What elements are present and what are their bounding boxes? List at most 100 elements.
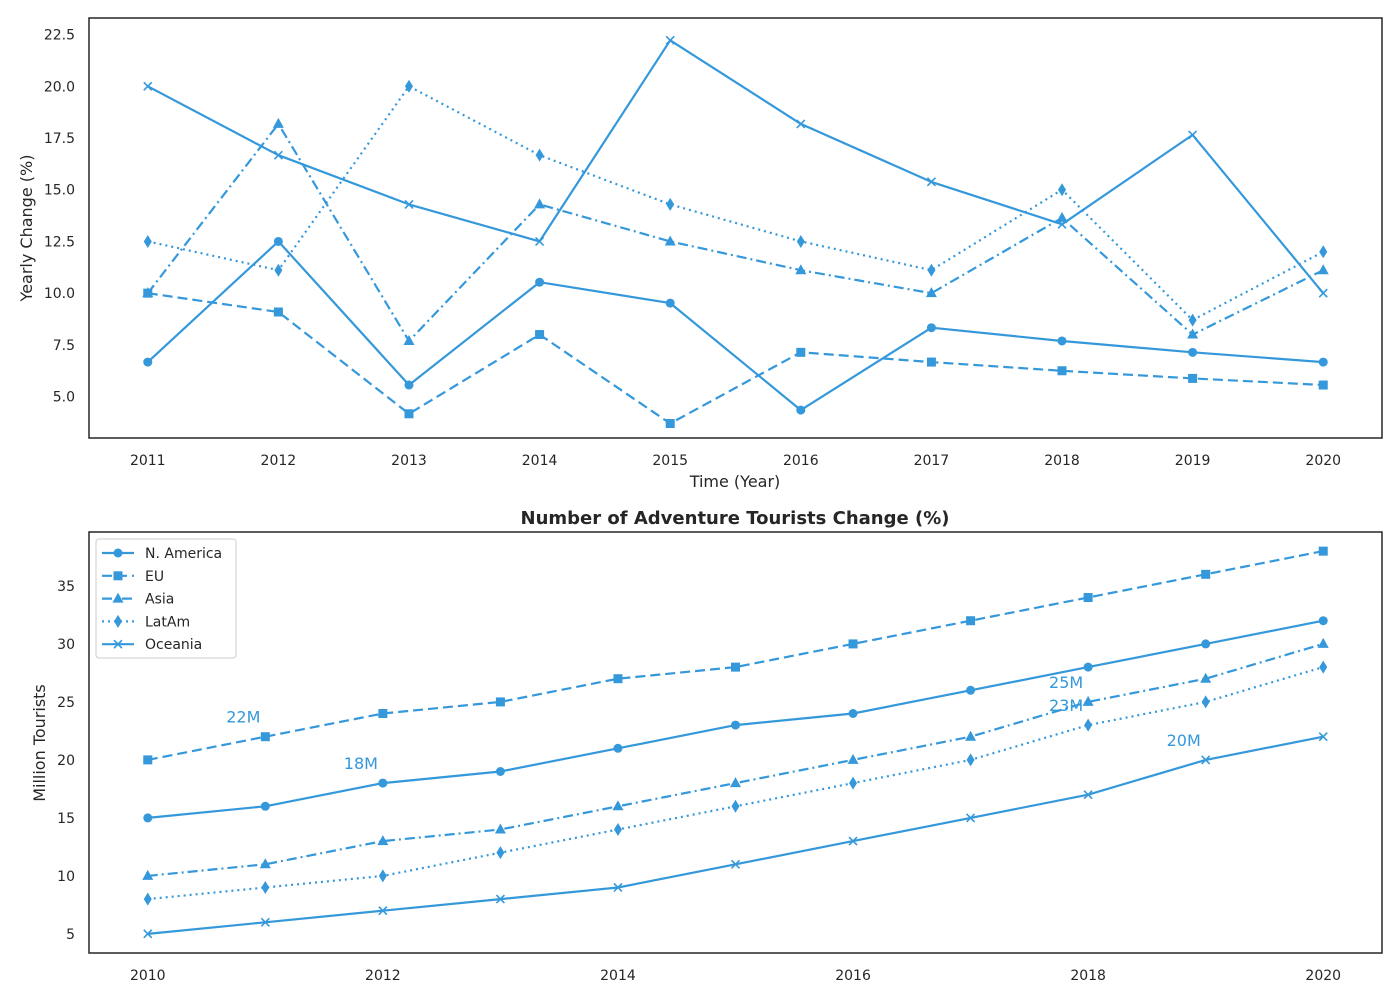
bottom-point-oceania xyxy=(730,859,741,869)
top-point-latam xyxy=(796,234,805,248)
bottom-point-eu xyxy=(1083,593,1093,603)
top-point-na xyxy=(535,277,545,287)
legend-marker-latam xyxy=(114,614,122,628)
bottom-point-na xyxy=(613,743,623,753)
top-point-latam xyxy=(274,263,283,277)
legend-marker-oceania xyxy=(113,639,123,649)
legend-label-asia: Asia xyxy=(145,592,174,608)
top-x-tick-label: 2017 xyxy=(914,453,950,469)
legend-label-latam: LatAm xyxy=(145,614,190,630)
bottom-point-eu xyxy=(731,662,740,672)
top-point-asia xyxy=(795,264,807,275)
bottom-point-na xyxy=(1083,662,1093,672)
top-point-oceania xyxy=(1318,288,1328,298)
top-point-na xyxy=(1188,347,1198,357)
bottom-x-tick-label: 2014 xyxy=(600,968,636,984)
legend-item-asia: Asia xyxy=(102,592,174,608)
top-point-oceania xyxy=(796,119,806,129)
bottom-point-asia xyxy=(965,730,977,741)
bottom-chart-title: Number of Adventure Tourists Change (%) xyxy=(521,508,950,529)
bottom-series-na xyxy=(143,616,1328,823)
bottom-x-tick-label: 2020 xyxy=(1305,968,1341,984)
bottom-point-latam xyxy=(966,753,975,767)
bottom-series-oceania xyxy=(143,732,1328,939)
top-point-na xyxy=(273,236,283,246)
top-x-tick-label: 2020 xyxy=(1305,453,1341,469)
legend: N. America EU Asia LatAm Oceania xyxy=(95,538,237,659)
top-y-tick-label: 7.5 xyxy=(53,338,75,354)
bottom-x-tick-label: 2010 xyxy=(130,968,166,984)
bottom-y-tick-label: 15 xyxy=(57,811,75,827)
top-point-asia xyxy=(272,117,284,128)
top-point-eu xyxy=(1188,373,1198,383)
bottom-annotation-label: 23M xyxy=(1049,696,1083,715)
top-point-asia xyxy=(1317,264,1329,275)
bottom-point-na xyxy=(260,801,270,811)
legend-marker-asia xyxy=(112,592,124,603)
top-point-asia xyxy=(925,287,937,298)
bottom-y-tick-label: 35 xyxy=(57,579,75,595)
top-series-line-eu xyxy=(147,292,1324,425)
top-x-tick-label: 2018 xyxy=(1044,453,1080,469)
bottom-y-tick-label: 25 xyxy=(57,695,75,711)
top-y-tick-label: 5.0 xyxy=(53,390,75,406)
top-point-asia xyxy=(403,334,415,345)
bottom-point-latam xyxy=(496,846,505,860)
bottom-series-asia xyxy=(142,637,1329,880)
bottom-series-latam xyxy=(143,660,1328,906)
bottom-y-tick-label: 5 xyxy=(66,927,75,943)
panel-yearly-change: 2011 2012 2013 2014 2015 2016 2017 2018 2019 2020… xyxy=(17,17,1383,491)
top-x-ticks: 2011 2012 2013 2014 2015 2016 2017 2018 2019 2020 xyxy=(130,453,1341,469)
top-point-oceania xyxy=(1057,219,1067,229)
top-y-axis-label: Yearly Change (%) xyxy=(17,155,36,303)
bottom-point-latam xyxy=(731,799,740,813)
top-point-na xyxy=(796,405,806,415)
bottom-annotation-label: 25M xyxy=(1049,673,1083,692)
top-y-tick-label: 15.0 xyxy=(44,183,75,199)
top-y-tick-label: 10.0 xyxy=(44,286,75,302)
top-x-tick-label: 2014 xyxy=(522,453,558,469)
top-point-asia xyxy=(142,287,154,298)
top-point-latam xyxy=(927,263,936,277)
bottom-y-tick-label: 10 xyxy=(57,869,75,885)
bottom-point-na xyxy=(1318,616,1328,626)
top-point-na xyxy=(143,357,153,367)
legend-label-oceania: Oceania xyxy=(145,637,202,653)
top-point-oceania xyxy=(1188,130,1198,140)
top-series-group xyxy=(142,35,1329,429)
top-series-na xyxy=(143,236,1328,415)
top-point-na xyxy=(1318,357,1328,367)
bottom-point-asia xyxy=(142,869,154,880)
bottom-point-na xyxy=(495,766,505,776)
bottom-point-na xyxy=(966,685,976,695)
top-x-tick-label: 2016 xyxy=(783,453,819,469)
top-point-na xyxy=(404,380,414,390)
bottom-point-na xyxy=(848,709,858,719)
bottom-y-axis-label: Million Tourists xyxy=(30,684,49,802)
top-point-eu xyxy=(1057,366,1067,376)
bottom-point-eu xyxy=(143,755,153,765)
bottom-annotation-label: 18M xyxy=(344,754,378,773)
bottom-point-eu xyxy=(260,732,270,742)
top-x-tick-label: 2019 xyxy=(1175,453,1211,469)
bottom-point-oceania xyxy=(848,836,858,846)
legend-label-eu: EU xyxy=(145,569,164,585)
bottom-point-asia xyxy=(377,835,389,846)
top-point-eu xyxy=(535,330,545,340)
bottom-y-tick-label: 20 xyxy=(57,753,75,769)
top-point-oceania xyxy=(535,236,545,247)
top-point-eu xyxy=(926,357,936,367)
bottom-point-oceania xyxy=(378,906,388,916)
bottom-series-eu xyxy=(143,546,1328,765)
top-point-latam xyxy=(1058,183,1067,197)
bottom-point-eu xyxy=(1201,569,1211,579)
bottom-point-oceania xyxy=(966,813,976,823)
bottom-point-eu xyxy=(613,674,623,684)
bottom-annotation-label: 22M xyxy=(226,708,260,727)
top-point-na xyxy=(926,323,936,333)
bottom-point-latam xyxy=(261,880,270,894)
top-point-oceania xyxy=(143,81,153,91)
top-y-tick-label: 12.5 xyxy=(44,234,75,250)
top-point-eu xyxy=(665,419,675,429)
